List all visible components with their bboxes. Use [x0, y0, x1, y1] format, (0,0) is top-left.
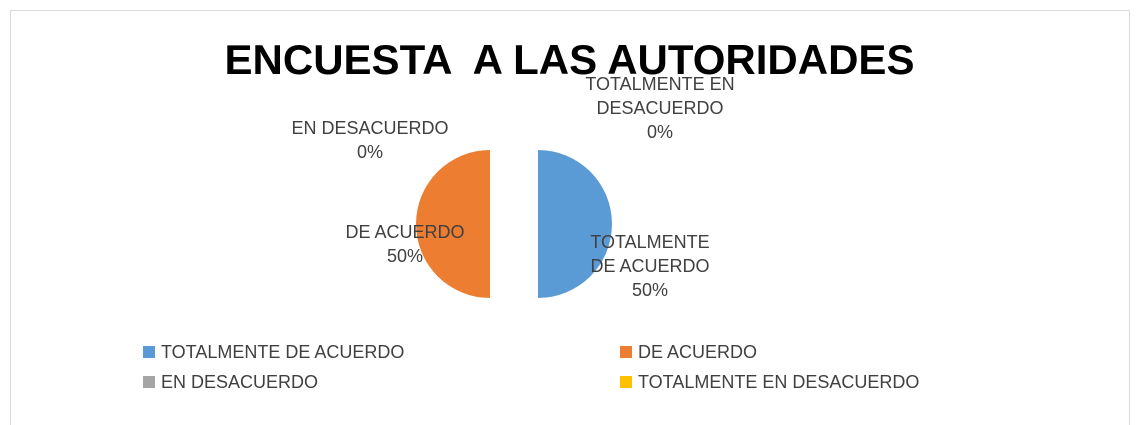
legend-swatch: [620, 346, 632, 358]
data-label: EN DESACUERDO 0%: [260, 116, 480, 164]
data-label-value: 0%: [356, 142, 383, 162]
pie-slice: [416, 150, 490, 298]
data-label: TOTALMENTE DE ACUERDO 50%: [585, 230, 715, 302]
chart-title: ENCUESTA A LAS AUTORIDADES: [224, 36, 915, 83]
data-label-category: EN DESACUERDO: [291, 118, 449, 138]
legend-swatch: [143, 346, 155, 358]
legend-label: EN DESACUERDO: [161, 372, 319, 392]
data-label: TOTALMENTE EN DESACUERDO 0%: [560, 72, 760, 144]
data-label: DE ACUERDO 50%: [325, 220, 485, 268]
legend-label: TOTALMENTE DE ACUERDO: [161, 342, 405, 362]
legend-item: TOTALMENTE EN DESACUERDO: [620, 372, 919, 392]
legend-item: EN DESACUERDO: [143, 372, 318, 392]
data-label-value: 0%: [646, 122, 673, 142]
legend-swatch: [620, 376, 632, 388]
legend-label: TOTALMENTE EN DESACUERDO: [638, 372, 920, 392]
data-label-category: TOTALMENTE EN DESACUERDO: [585, 74, 735, 118]
data-label-category: DE ACUERDO: [345, 222, 465, 242]
data-label-value: 50%: [386, 246, 424, 266]
chart-border: [10, 10, 1130, 425]
legend-swatch: [143, 376, 155, 388]
pie-slice: [538, 150, 612, 298]
data-label-value: 50%: [631, 280, 669, 300]
legend-item: TOTALMENTE DE ACUERDO: [143, 342, 404, 362]
data-label-category: TOTALMENTE DE ACUERDO: [590, 232, 710, 276]
legend-item: DE ACUERDO: [620, 342, 757, 362]
legend-label: DE ACUERDO: [638, 342, 758, 362]
